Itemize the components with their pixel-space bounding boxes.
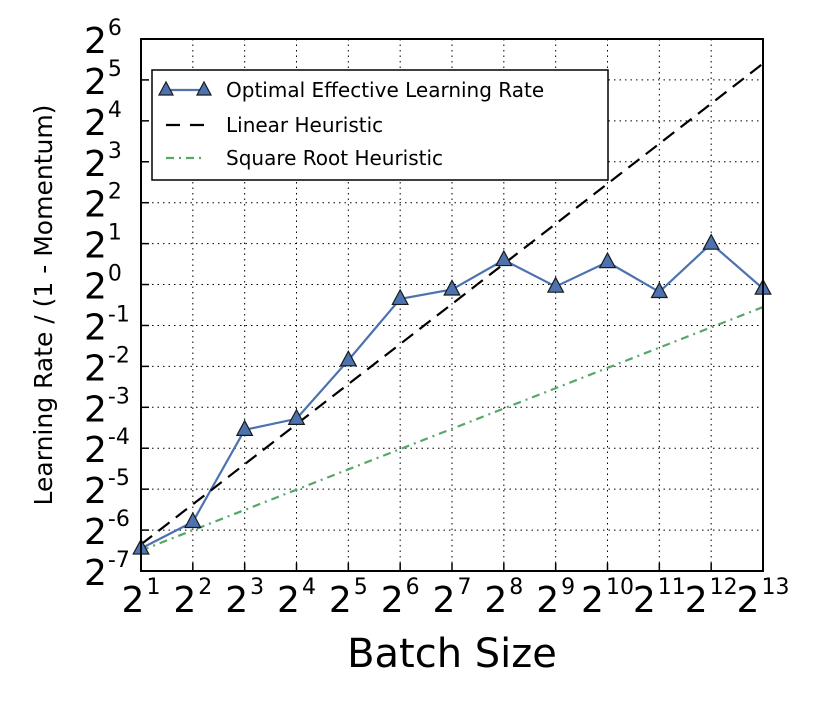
series-markers (132, 233, 772, 555)
legend-label: Linear Heuristic (226, 113, 383, 137)
data-point-marker (495, 249, 513, 267)
legend: Optimal Effective Learning Rate Linear He… (151, 69, 609, 181)
x-tick-label: 213 (737, 575, 790, 621)
y-tick-label: 2-7 (84, 548, 130, 594)
data-point-marker (650, 281, 669, 299)
data-point-marker (235, 419, 254, 436)
y-tick-label: 2-6 (84, 507, 130, 553)
x-tick-label: 210 (581, 575, 634, 621)
legend-marker (195, 80, 213, 96)
data-point-marker (184, 511, 202, 529)
legend-label: Optimal Effective Learning Rate (226, 78, 544, 102)
data-point-marker (546, 276, 565, 293)
y-tick-label: 2-2 (84, 343, 130, 389)
x-axis-label: Batch Size (347, 631, 557, 677)
data-point-marker (702, 233, 720, 250)
x-tick-label: 25 (329, 575, 368, 621)
y-tick-label: 23 (84, 139, 122, 185)
x-tick-label: 28 (484, 575, 523, 621)
y-tick-label: 25 (84, 57, 122, 103)
data-point-marker (391, 288, 409, 306)
legend-label: Square Root Heuristic (226, 146, 443, 170)
legend-marker (157, 80, 175, 96)
series-line (141, 306, 763, 552)
y-tick-label: 26 (84, 16, 122, 62)
y-axis-label: Learning Rate / (1 - Momentum) (29, 105, 58, 506)
data-point-marker (339, 349, 358, 367)
x-tick-label: 23 (225, 575, 264, 621)
y-tick-label: 24 (84, 98, 122, 144)
y-tick-label: 2-3 (84, 384, 130, 430)
x-tick-label: 26 (381, 575, 420, 621)
data-point-marker (287, 408, 306, 425)
x-tick-label: 24 (277, 575, 316, 621)
y-tick-label: 20 (84, 262, 122, 308)
x-tick-label: 22 (173, 575, 212, 621)
data-point-marker (598, 251, 617, 269)
legend-box (151, 69, 609, 181)
x-tick-label: 212 (685, 575, 738, 621)
y-tick-label: 2-5 (84, 466, 130, 512)
y-tick-label: 2-1 (84, 302, 130, 348)
data-point-marker (443, 279, 461, 296)
x-tick-label: 27 (433, 575, 472, 621)
y-tick-label: 2-4 (84, 425, 130, 471)
x-tick-label: 29 (536, 575, 575, 621)
y-tick-label: 21 (84, 221, 122, 267)
y-tick-label: 22 (84, 180, 122, 226)
x-tick-label: 21 (122, 575, 161, 621)
x-tick-label: 211 (633, 575, 686, 621)
